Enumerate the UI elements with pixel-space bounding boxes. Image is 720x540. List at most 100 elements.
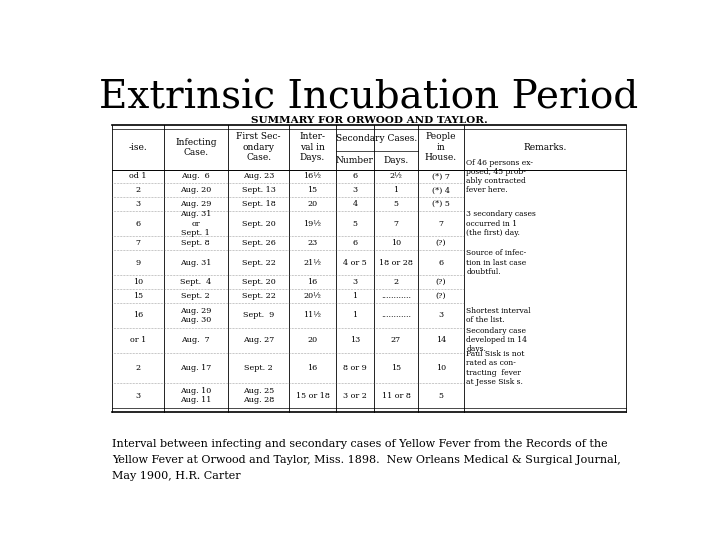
Text: Number: Number (336, 156, 374, 165)
Text: 14: 14 (436, 336, 446, 345)
Text: Aug. 29: Aug. 29 (180, 200, 212, 208)
Text: od 1: od 1 (129, 172, 147, 180)
Text: (*) 5: (*) 5 (432, 200, 450, 208)
Text: 3 or 2: 3 or 2 (343, 392, 366, 400)
Text: or 1: or 1 (130, 336, 146, 345)
Text: 2½: 2½ (390, 172, 402, 180)
Text: 3: 3 (352, 278, 357, 286)
Text: Infecting
Case.: Infecting Case. (175, 138, 217, 157)
Text: Sept.  4: Sept. 4 (180, 278, 212, 286)
Text: 6: 6 (438, 259, 444, 267)
Text: 20: 20 (307, 200, 318, 208)
Text: Yellow Fever at Orwood and Taylor, Miss. 1898.  New Orleans Medical & Surgical J: Yellow Fever at Orwood and Taylor, Miss.… (112, 455, 621, 465)
Text: Aug. 23: Aug. 23 (243, 172, 274, 180)
Text: 3: 3 (438, 311, 444, 319)
Text: 6: 6 (352, 239, 357, 247)
Text: Aug. 29
Aug. 30: Aug. 29 Aug. 30 (180, 307, 212, 324)
Text: Inter-
val in
Days.: Inter- val in Days. (300, 132, 325, 162)
Text: 23: 23 (307, 239, 318, 247)
Text: 9: 9 (135, 259, 140, 267)
Text: 11½: 11½ (304, 311, 322, 319)
Text: 2: 2 (135, 364, 140, 372)
Text: Sept. 20: Sept. 20 (242, 220, 276, 228)
Text: 16: 16 (133, 311, 143, 319)
Text: Aug. 27: Aug. 27 (243, 336, 274, 345)
Text: Sept. 2: Sept. 2 (181, 292, 210, 300)
Text: Sept. 22: Sept. 22 (242, 292, 276, 300)
Text: 18 or 28: 18 or 28 (379, 259, 413, 267)
Text: May 1900, H.R. Carter: May 1900, H.R. Carter (112, 471, 241, 481)
Text: 7: 7 (393, 220, 398, 228)
Text: Sept. 26: Sept. 26 (242, 239, 276, 247)
Text: 1: 1 (393, 186, 398, 194)
Text: 1: 1 (352, 292, 357, 300)
Text: 8 or 9: 8 or 9 (343, 364, 366, 372)
Text: (?): (?) (436, 292, 446, 300)
Text: 1: 1 (352, 311, 357, 319)
Text: Sept. 22: Sept. 22 (242, 259, 276, 267)
Text: 5: 5 (438, 392, 444, 400)
Text: 20½: 20½ (304, 292, 321, 300)
Text: (?): (?) (436, 278, 446, 286)
Text: 6: 6 (135, 220, 140, 228)
Text: Remarks.: Remarks. (523, 143, 567, 152)
Text: Sept. 20: Sept. 20 (242, 278, 276, 286)
Text: 3 secondary cases
occurred in 1
(the first) day.: 3 secondary cases occurred in 1 (the fir… (467, 211, 536, 237)
Text: Aug. 20: Aug. 20 (180, 186, 212, 194)
Text: 15: 15 (133, 292, 143, 300)
Text: Source of infec-
tion in last case
doubtful.: Source of infec- tion in last case doubt… (467, 249, 526, 276)
Text: 7: 7 (438, 220, 444, 228)
Text: ............: ............ (381, 311, 411, 319)
Text: Sept.  9: Sept. 9 (243, 311, 274, 319)
Text: 16: 16 (307, 278, 318, 286)
Text: Sept. 13: Sept. 13 (242, 186, 276, 194)
Text: 10: 10 (436, 364, 446, 372)
Text: Interval between infecting and secondary cases of Yellow Fever from the Records : Interval between infecting and secondary… (112, 439, 608, 449)
Text: 15: 15 (391, 364, 401, 372)
Text: Aug. 31
or
Sept. 1: Aug. 31 or Sept. 1 (180, 211, 212, 237)
Text: 5: 5 (352, 220, 357, 228)
Text: 3: 3 (352, 186, 357, 194)
Text: ............: ............ (381, 292, 411, 300)
Text: Sept. 2: Sept. 2 (244, 364, 273, 372)
Text: 4: 4 (352, 200, 357, 208)
Text: 2: 2 (393, 278, 398, 286)
Text: 2: 2 (135, 186, 140, 194)
Text: Sept. 18: Sept. 18 (242, 200, 276, 208)
Text: 20: 20 (307, 336, 318, 345)
Text: 3: 3 (135, 200, 140, 208)
Text: Aug. 17: Aug. 17 (180, 364, 212, 372)
Text: 11 or 8: 11 or 8 (382, 392, 410, 400)
Text: Aug.  7: Aug. 7 (181, 336, 210, 345)
Text: 15: 15 (307, 186, 318, 194)
Text: Shortest interval
of the list.: Shortest interval of the list. (467, 307, 531, 324)
Text: SUMMARY FOR ORWOOD AND TAYLOR.: SUMMARY FOR ORWOOD AND TAYLOR. (251, 116, 487, 125)
Text: 16: 16 (307, 364, 318, 372)
Text: Aug. 10
Aug. 11: Aug. 10 Aug. 11 (180, 387, 212, 404)
Text: Days.: Days. (383, 156, 408, 165)
Text: 3: 3 (135, 392, 140, 400)
Text: 15 or 18: 15 or 18 (296, 392, 330, 400)
Text: 10: 10 (133, 278, 143, 286)
Text: 13: 13 (350, 336, 360, 345)
Text: First Sec-
ondary
Case.: First Sec- ondary Case. (236, 132, 281, 162)
Text: 6: 6 (352, 172, 357, 180)
Text: Of 46 persons ex-
posed, 45 prob-
ably contracted
fever here.: Of 46 persons ex- posed, 45 prob- ably c… (467, 159, 534, 194)
Text: (?): (?) (436, 239, 446, 247)
Text: People
in
House.: People in House. (425, 132, 457, 162)
Text: Sept. 8: Sept. 8 (181, 239, 210, 247)
Text: (*) 7: (*) 7 (432, 172, 450, 180)
Text: 27: 27 (391, 336, 401, 345)
Text: 10: 10 (391, 239, 401, 247)
Text: 16½: 16½ (304, 172, 322, 180)
Text: -ise.: -ise. (129, 143, 148, 152)
Text: 7: 7 (135, 239, 140, 247)
Text: Aug. 31: Aug. 31 (180, 259, 212, 267)
Text: 4 or 5: 4 or 5 (343, 259, 366, 267)
Text: Secondary Cases.: Secondary Cases. (336, 133, 418, 143)
Text: Aug.  6: Aug. 6 (181, 172, 210, 180)
Text: (*) 4: (*) 4 (432, 186, 450, 194)
Text: 21½: 21½ (304, 259, 322, 267)
Text: 19½: 19½ (304, 220, 322, 228)
Text: Extrinsic Incubation Period: Extrinsic Incubation Period (99, 79, 639, 116)
